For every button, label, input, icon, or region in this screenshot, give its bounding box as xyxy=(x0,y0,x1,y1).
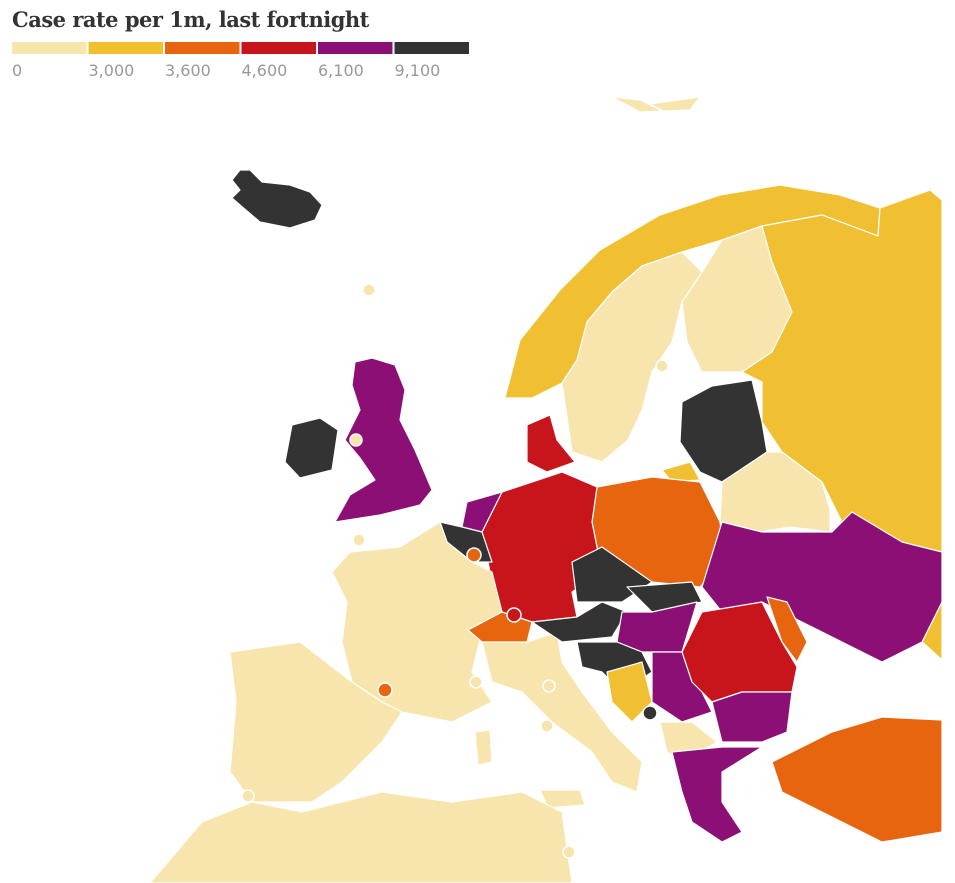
microstate-dot xyxy=(540,719,554,733)
country xyxy=(149,791,573,883)
country xyxy=(606,661,653,723)
country xyxy=(331,521,503,723)
microstate-dot xyxy=(642,705,658,721)
legend-tick-label: 9,100 xyxy=(395,61,441,80)
country xyxy=(611,96,701,113)
microstate-dot xyxy=(655,359,669,373)
country xyxy=(766,596,808,663)
country xyxy=(284,417,339,479)
microstate-dot xyxy=(352,533,366,547)
country xyxy=(711,691,793,743)
microstate-dot xyxy=(377,682,393,698)
microstate-dot xyxy=(562,845,576,859)
microstate-dot xyxy=(469,675,483,689)
microstate-dot xyxy=(362,283,376,297)
legend-swatch xyxy=(88,42,163,54)
country xyxy=(539,789,586,809)
legend-swatch xyxy=(241,42,316,54)
legend-tick-label: 4,600 xyxy=(242,61,288,80)
map-title: Case rate per 1m, last fortnight xyxy=(12,7,370,32)
legend-swatch xyxy=(165,42,240,54)
legend-swatch xyxy=(12,42,87,54)
legend-swatch xyxy=(394,42,469,54)
country xyxy=(771,716,943,843)
legend-tick-label: 3,000 xyxy=(89,61,135,80)
microstate-dot xyxy=(506,607,522,623)
legend-tick-label: 0 xyxy=(12,61,22,80)
country xyxy=(229,641,403,803)
legend-swatch xyxy=(318,42,393,54)
country xyxy=(526,414,576,473)
country xyxy=(671,746,763,843)
country xyxy=(661,461,701,483)
microstate-dot xyxy=(466,547,482,563)
legend: 0 3,000 3,600 4,600 6,100 9,100 xyxy=(12,42,469,80)
microstate-dot xyxy=(542,679,556,693)
country xyxy=(231,169,323,229)
legend-tick-label: 3,600 xyxy=(165,61,211,80)
country xyxy=(334,357,433,523)
legend-tick-label: 6,100 xyxy=(318,61,364,80)
microstate-dot xyxy=(241,789,255,803)
map xyxy=(149,96,943,883)
country xyxy=(474,729,493,766)
microstate-dot xyxy=(349,433,363,447)
